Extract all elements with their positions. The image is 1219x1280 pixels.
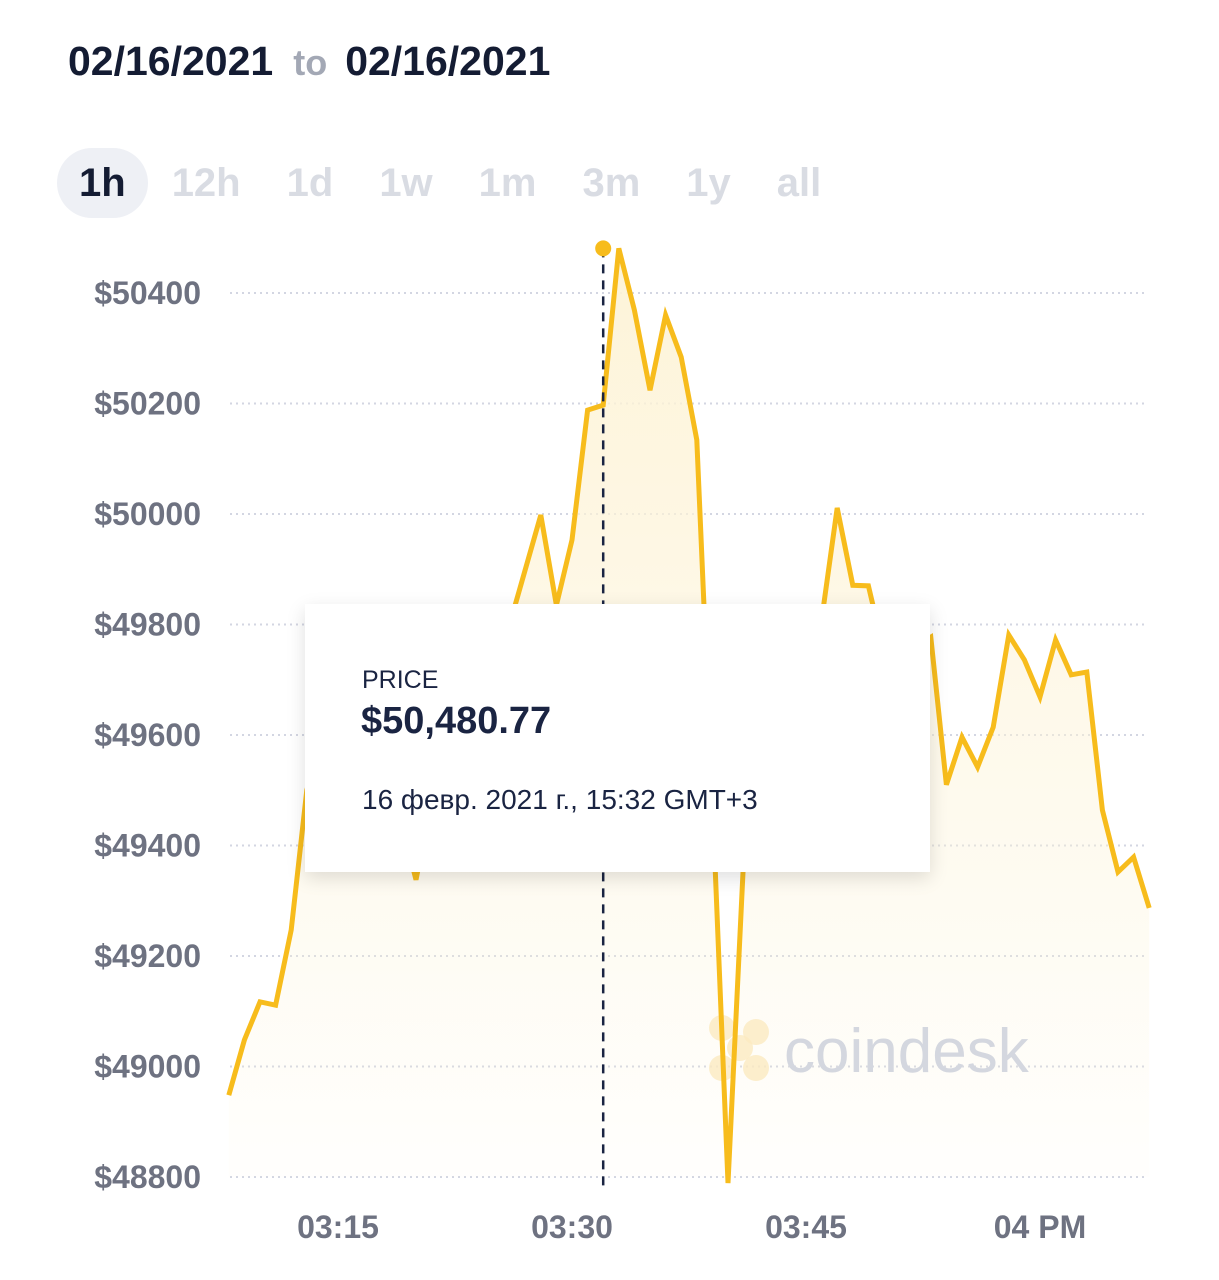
highlight-point — [595, 240, 612, 257]
y-tick-label: $49800 — [94, 607, 201, 643]
tab-1h[interactable]: 1h — [57, 148, 148, 218]
x-tick-label: 04 PM — [994, 1209, 1086, 1245]
tooltip-date: 16 февр. 2021 г., 15:32 GMT+3 — [362, 784, 758, 815]
timeframe-tabs: 1h 12h 1d 1w 1m 3m 1y all — [57, 148, 845, 218]
x-tick-label: 03:15 — [297, 1209, 379, 1245]
y-tick-label: $48800 — [94, 1159, 201, 1195]
watermark-text: coindesk — [784, 1017, 1030, 1086]
tab-1y[interactable]: 1y — [686, 161, 731, 205]
y-tick-label: $49000 — [94, 1049, 201, 1085]
tab-3m[interactable]: 3m — [582, 161, 641, 205]
x-tick-label: 03:30 — [531, 1209, 613, 1245]
x-tick-label: 03:45 — [765, 1209, 847, 1245]
to-label: to — [293, 42, 328, 83]
date-to[interactable]: 02/16/2021 — [345, 38, 551, 84]
y-tick-label: $49200 — [94, 938, 201, 974]
logo-mark — [743, 1019, 769, 1045]
tab-1d[interactable]: 1d — [286, 161, 334, 205]
date-range: 02/16/2021 to 02/16/2021 — [68, 38, 550, 85]
tab-1m[interactable]: 1m — [478, 161, 537, 205]
y-tick-label: $50000 — [94, 496, 201, 532]
price-tooltip: PRICE $50,480.77 16 февр. 2021 г., 15:32… — [305, 604, 930, 872]
y-tick-label: $50400 — [94, 275, 201, 311]
tooltip-price: $50,480.77 — [361, 700, 552, 742]
logo-mark — [743, 1055, 769, 1081]
tooltip-label: PRICE — [362, 666, 439, 694]
date-from[interactable]: 02/16/2021 — [68, 38, 274, 84]
y-tick-label: $50200 — [94, 386, 201, 422]
y-tick-label: $49600 — [94, 717, 201, 753]
tab-all[interactable]: all — [776, 161, 822, 205]
tab-1w[interactable]: 1w — [379, 161, 433, 205]
tab-12h[interactable]: 12h — [171, 161, 241, 205]
y-tick-label: $49400 — [94, 828, 201, 864]
